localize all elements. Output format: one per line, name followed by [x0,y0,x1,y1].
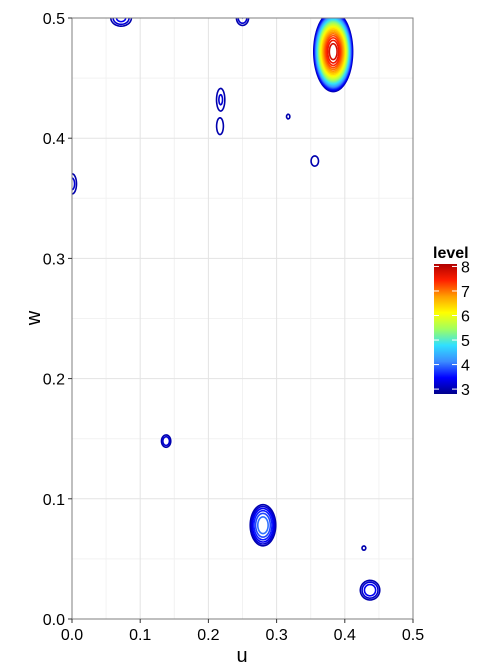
legend-label: 4 [461,358,470,375]
legend-label: 6 [461,309,470,326]
y-tick-label: 0.3 [43,251,65,268]
legend-label: 7 [461,284,470,301]
contour-line [323,33,343,71]
x-tick-label: 0.5 [402,627,424,644]
y-axis-ticks: 0.0 0.1 0.2 0.3 0.4 0.5 [43,11,72,629]
y-tick-label: 0.1 [43,492,65,509]
contour-line [322,31,344,72]
x-tick-label: 0.0 [61,627,83,644]
legend: level 8 7 6 5 4 3 [433,245,470,399]
contour-line [325,37,341,67]
x-tick-label: 0.1 [129,627,151,644]
y-axis-title: w [23,310,45,326]
legend-label: 3 [461,382,470,399]
x-axis-title: u [236,645,247,667]
contour-line [328,42,338,61]
x-tick-label: 0.2 [197,627,219,644]
plot-border [71,17,414,620]
contour-line [326,39,340,64]
legend-label: 5 [461,333,470,350]
contour-line [324,34,342,69]
y-tick-label: 0.4 [43,131,65,148]
grid-minor [72,18,413,619]
y-tick-label: 0.2 [43,372,65,389]
y-tick-label: 0.0 [43,612,65,629]
y-tick-label: 0.5 [43,11,65,28]
legend-label: 8 [461,259,470,276]
legend-colorbar [434,264,457,394]
x-tick-label: 0.3 [265,627,287,644]
legend-ticks: 8 7 6 5 4 3 [434,259,470,399]
contour-lines [72,18,381,601]
legend-title: level [433,245,469,262]
x-tick-label: 0.4 [334,627,356,644]
x-axis-ticks: 0.0 0.1 0.2 0.3 0.4 0.5 [61,619,424,644]
